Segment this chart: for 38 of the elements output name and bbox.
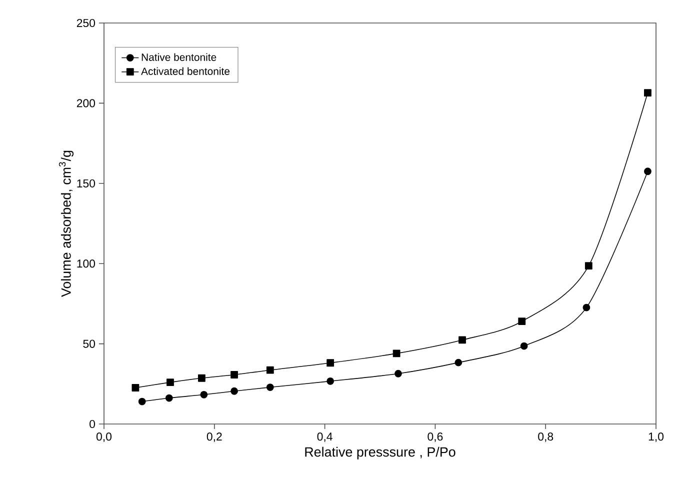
x-tick-label: 0,2 bbox=[206, 432, 222, 442]
point bbox=[166, 378, 174, 386]
point bbox=[584, 262, 592, 270]
point bbox=[326, 377, 334, 385]
x-axis-title: Relative presssure , P/Po bbox=[305, 446, 456, 460]
point bbox=[266, 366, 274, 374]
x-tick-label: 0,8 bbox=[538, 432, 554, 442]
x-tick-label: 0,6 bbox=[428, 432, 443, 442]
point bbox=[165, 394, 173, 402]
point bbox=[394, 370, 402, 378]
x-tick-label: 0,0 bbox=[96, 432, 112, 442]
y-tick-label: 100 bbox=[77, 260, 96, 268]
point bbox=[132, 384, 140, 392]
point bbox=[518, 318, 526, 326]
point bbox=[520, 342, 528, 350]
y-tick-label: 0 bbox=[90, 420, 96, 428]
point bbox=[230, 387, 238, 395]
y-tick-label: 200 bbox=[76, 99, 96, 108]
x-tick-label: 0,4 bbox=[317, 432, 332, 442]
point bbox=[326, 359, 334, 367]
legend-label: Native bentonite bbox=[142, 53, 216, 61]
point bbox=[644, 89, 652, 96]
x-tick-label: 1,0 bbox=[648, 432, 664, 442]
point bbox=[644, 168, 652, 176]
point bbox=[200, 390, 208, 398]
point bbox=[454, 358, 462, 366]
point bbox=[198, 374, 206, 382]
y-tick-label: 250 bbox=[76, 18, 96, 28]
y-tick-label: 50 bbox=[83, 340, 96, 348]
point bbox=[582, 304, 590, 312]
point bbox=[458, 336, 466, 344]
point bbox=[266, 384, 274, 391]
y-tick-label: 150 bbox=[77, 179, 96, 188]
y-axis-title: Volume adsorbed, cm$^{3}$/g bbox=[58, 150, 74, 297]
legend-label: Activated bentonite bbox=[141, 67, 230, 75]
point bbox=[230, 371, 238, 378]
point bbox=[138, 398, 146, 406]
point bbox=[392, 350, 400, 358]
